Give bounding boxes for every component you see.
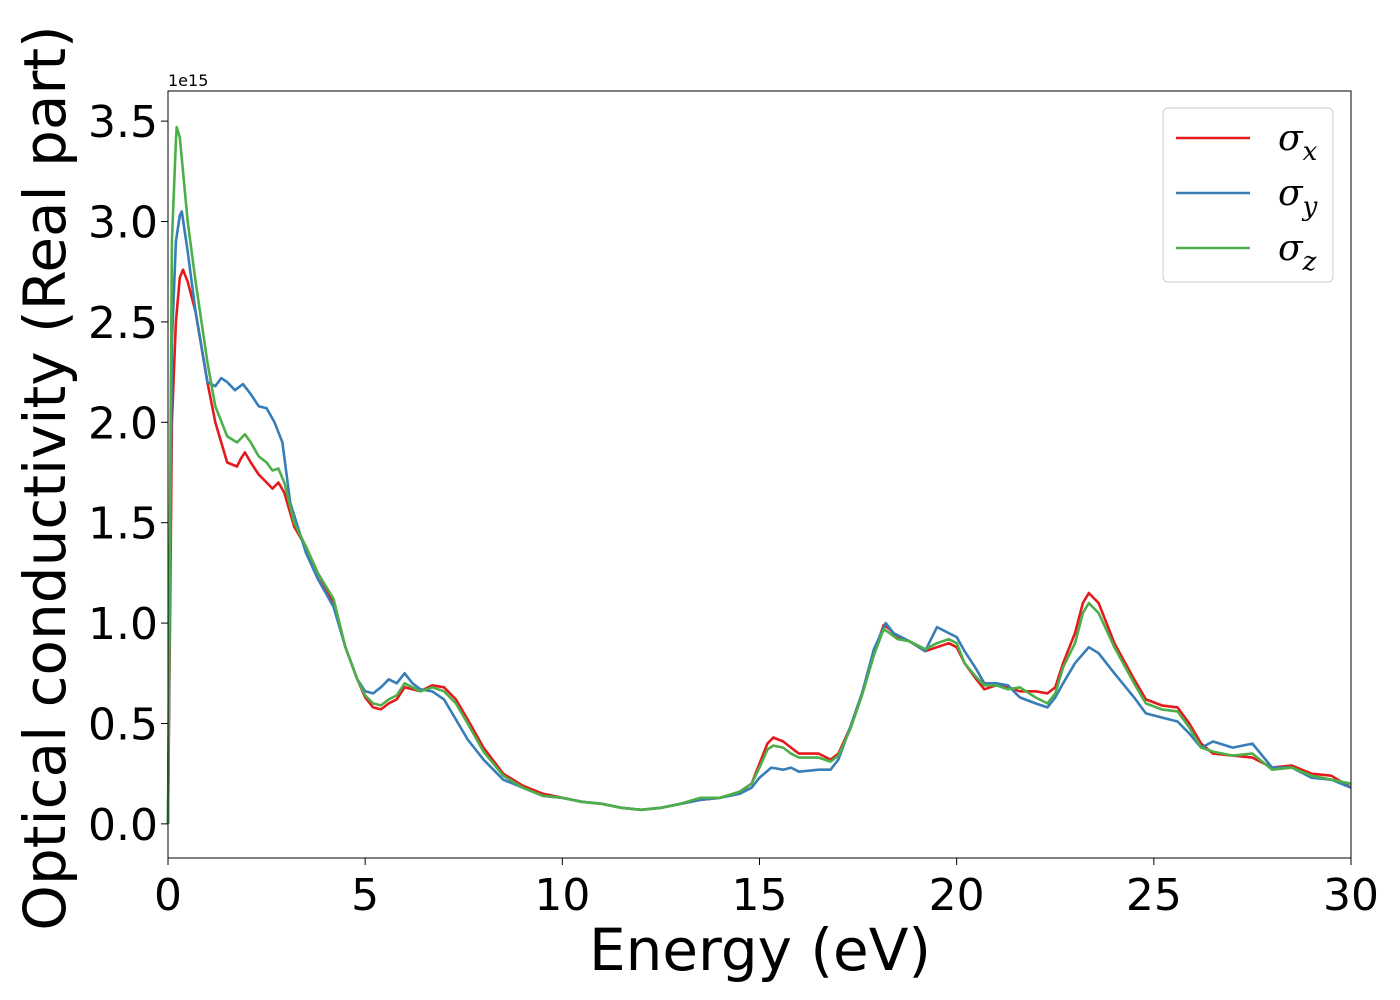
legend: σx σy σz bbox=[1162, 107, 1334, 283]
x-tick-label: 5 bbox=[351, 870, 379, 921]
series-line-sigma-z bbox=[166, 125, 1352, 824]
legend-box bbox=[1162, 107, 1334, 283]
series-layer bbox=[166, 125, 1352, 824]
y-axis-label: Optical conductivity (Real part) bbox=[11, 25, 79, 930]
y-tick-label: 3.0 bbox=[88, 198, 158, 249]
y-tick-label: 3.5 bbox=[88, 97, 158, 148]
y-tick-label: 2.0 bbox=[88, 398, 158, 449]
y-tick-label: 2.5 bbox=[88, 298, 158, 349]
y-axis: 0.0 0.5 1.0 1.5 2.0 2.5 3.0 3.5 bbox=[88, 97, 168, 851]
y-offset-label: 1e15 bbox=[168, 71, 208, 90]
x-tick-label: 0 bbox=[154, 870, 182, 921]
y-tick-label: 0.0 bbox=[88, 800, 158, 851]
legend-label-sigma-x: σx bbox=[1278, 118, 1318, 167]
legend-label-sigma-z: σz bbox=[1278, 228, 1317, 277]
y-tick-label: 1.0 bbox=[88, 599, 158, 650]
x-tick-label: 25 bbox=[1126, 870, 1182, 921]
x-tick-label: 15 bbox=[732, 870, 788, 921]
x-axis: 0 5 10 15 20 25 30 bbox=[154, 858, 1379, 921]
y-tick-label: 1.5 bbox=[88, 499, 158, 550]
x-axis-label: Energy (eV) bbox=[589, 916, 931, 984]
x-tick-label: 10 bbox=[534, 870, 590, 921]
x-tick-label: 30 bbox=[1323, 870, 1379, 921]
legend-label-sigma-y: σy bbox=[1278, 173, 1318, 222]
y-tick-label: 0.5 bbox=[88, 699, 158, 750]
x-tick-label: 20 bbox=[929, 870, 985, 921]
